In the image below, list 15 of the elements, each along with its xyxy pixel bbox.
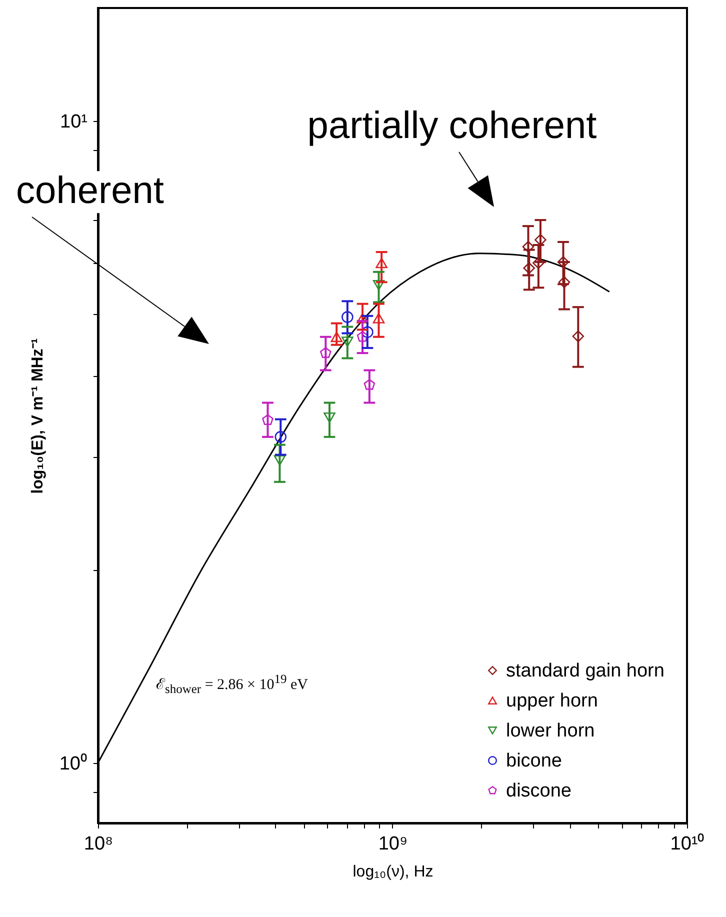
y-axis-title: log₁₀(E), V m⁻¹ MHz⁻¹ [29, 338, 46, 494]
x-tick-label: 10¹⁰ [670, 832, 705, 854]
y-tick-label: 10⁰ [59, 752, 88, 774]
annotation: ℰ$_{shower}$ = 2.86 × 10$^{19}$ eV [156, 672, 308, 697]
annotation: coherent [14, 170, 166, 213]
x-axis-title: log₁₀(ν), Hz [352, 864, 434, 880]
x-tick-label: 10⁹ [378, 834, 408, 854]
legend-label: discone [506, 780, 572, 802]
legend-label: lower horn [506, 720, 595, 742]
x-tick-label: 10⁸ [84, 834, 114, 854]
legend-label: bicone [506, 750, 562, 772]
legend-label: standard gain horn [506, 660, 664, 682]
y-tick-label: 10¹ [60, 112, 88, 133]
annotation: partially coherent [307, 105, 597, 148]
legend-label: upper horn [506, 690, 598, 712]
